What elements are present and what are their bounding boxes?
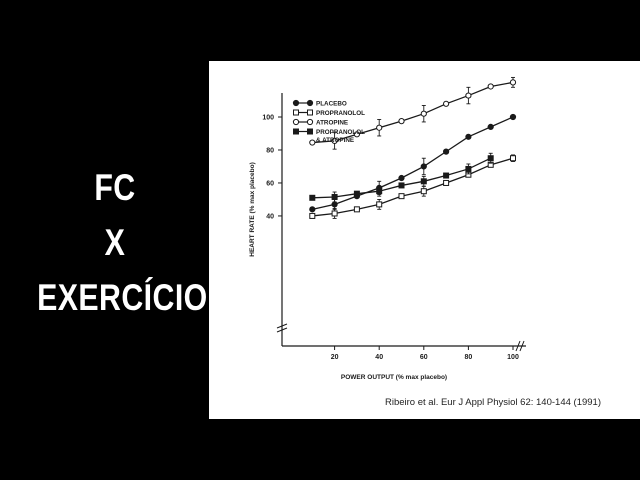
legend-label: PROPRANOLOL	[316, 110, 365, 117]
data-point-propranolol-atropine	[443, 172, 450, 179]
data-point-atropine	[353, 131, 360, 138]
legend-label: ATROPINE	[316, 120, 348, 127]
data-point-propranolol-atropine	[465, 165, 472, 172]
data-point-propranolol-atropine	[309, 194, 316, 201]
data-point-atropine	[443, 100, 450, 107]
citation: Ribeiro et al. Eur J Appl Physiol 62: 14…	[385, 397, 601, 408]
series-line-placebo	[312, 116, 514, 210]
data-point-atropine	[376, 124, 383, 131]
data-point-propranolol	[353, 206, 360, 213]
data-point-placebo	[509, 113, 517, 121]
data-point-propranolol	[331, 210, 338, 217]
data-point-propranolol-atropine	[398, 182, 405, 189]
series-line-atropine	[312, 81, 514, 144]
legend-label: PROPRANOLOL	[316, 129, 365, 136]
data-point-placebo	[443, 148, 450, 155]
legend-marker	[307, 109, 313, 116]
data-point-placebo	[331, 201, 338, 208]
legend-marker	[293, 128, 299, 135]
legend-label: PLACEBO	[316, 101, 347, 108]
data-point-propranolol-atropine	[376, 188, 383, 195]
x-axis-break	[515, 340, 525, 352]
series-line-propranolol	[312, 157, 514, 217]
x-tick-label: 40	[375, 354, 383, 361]
data-point-propranolol-atropine	[353, 190, 360, 197]
figure-panel: 20 40 60 80 100 40 60 80 100 POWER OUTPUT (% max …	[209, 61, 640, 419]
data-point-propranolol	[398, 193, 405, 200]
data-point-atropine	[331, 137, 338, 145]
data-point-propranolol	[443, 179, 450, 186]
data-point-propranolol	[376, 201, 383, 208]
y-tick-label: 40	[266, 213, 274, 220]
y-tick-label: 80	[266, 147, 274, 154]
data-point-propranolol	[510, 155, 516, 162]
data-point-placebo	[309, 206, 316, 213]
data-point-placebo	[420, 163, 427, 170]
x-tick-label: 100	[507, 354, 519, 361]
legend-marker	[292, 118, 300, 126]
legend-label: & ATROPINE	[316, 137, 354, 144]
legend-marker	[292, 99, 300, 107]
y-axis-label: HEART RATE (% max placebo)	[249, 162, 256, 257]
data-point-placebo	[487, 123, 494, 130]
data-point-propranolol	[420, 188, 427, 195]
data-point-propranolol-atropine	[420, 178, 427, 185]
data-point-propranolol	[309, 212, 316, 219]
data-point-placebo	[465, 133, 472, 140]
data-point-propranolol-atropine	[331, 193, 338, 200]
heart-rate-chart: 20 40 60 80 100 40 60 80 100 POWER OUTPUT (% max …	[249, 76, 526, 381]
legend-marker	[306, 99, 314, 107]
legend-marker	[293, 109, 299, 116]
data-point-propranolol-atropine	[487, 155, 494, 162]
data-point-placebo	[398, 174, 405, 182]
data-point-atropine	[309, 139, 316, 146]
title-line: FC	[94, 167, 136, 208]
title-line: X	[104, 222, 126, 263]
slide-title: FC X EXERCÍCIO	[37, 160, 208, 325]
x-axis-label: POWER OUTPUT (% max placebo)	[341, 374, 447, 381]
x-tick-label: 20	[331, 354, 339, 361]
x-tick-label: 80	[465, 354, 473, 361]
data-point-atropine	[465, 92, 472, 99]
y-tick-label: 100	[262, 115, 274, 122]
y-tick-label: 60	[266, 180, 274, 187]
data-point-atropine	[509, 79, 517, 86]
data-point-atropine	[398, 118, 405, 125]
y-axis-break	[276, 323, 288, 333]
legend-marker	[306, 118, 314, 126]
data-point-atropine	[420, 110, 427, 117]
legend-marker	[307, 128, 313, 135]
title-line: EXERCÍCIO	[37, 277, 208, 318]
data-point-atropine	[487, 83, 494, 90]
x-tick-label: 60	[420, 354, 428, 361]
